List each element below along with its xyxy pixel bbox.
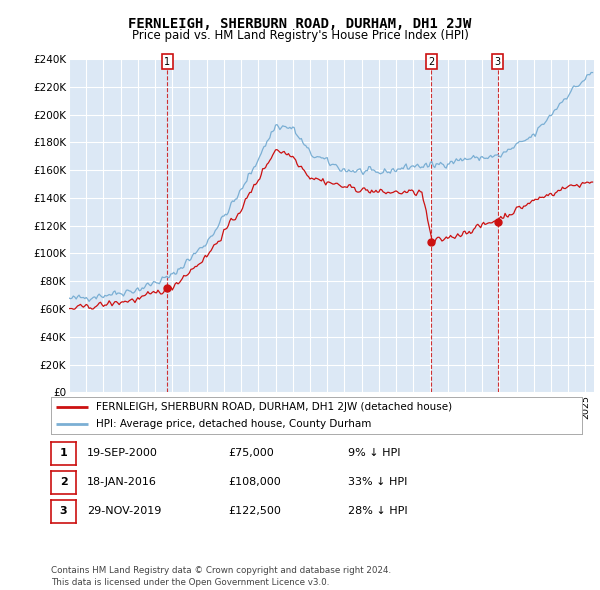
Text: 9% ↓ HPI: 9% ↓ HPI — [348, 448, 401, 458]
Text: £122,500: £122,500 — [228, 506, 281, 516]
Text: 19-SEP-2000: 19-SEP-2000 — [87, 448, 158, 458]
Text: 29-NOV-2019: 29-NOV-2019 — [87, 506, 161, 516]
Text: £108,000: £108,000 — [228, 477, 281, 487]
Text: 1: 1 — [164, 57, 170, 67]
Text: 1: 1 — [60, 448, 67, 458]
Text: 2: 2 — [60, 477, 67, 487]
Text: 18-JAN-2016: 18-JAN-2016 — [87, 477, 157, 487]
Text: Price paid vs. HM Land Registry's House Price Index (HPI): Price paid vs. HM Land Registry's House … — [131, 30, 469, 42]
Text: FERNLEIGH, SHERBURN ROAD, DURHAM, DH1 2JW: FERNLEIGH, SHERBURN ROAD, DURHAM, DH1 2J… — [128, 17, 472, 31]
Text: 33% ↓ HPI: 33% ↓ HPI — [348, 477, 407, 487]
Text: FERNLEIGH, SHERBURN ROAD, DURHAM, DH1 2JW (detached house): FERNLEIGH, SHERBURN ROAD, DURHAM, DH1 2J… — [96, 402, 452, 412]
Text: 28% ↓ HPI: 28% ↓ HPI — [348, 506, 407, 516]
Text: Contains HM Land Registry data © Crown copyright and database right 2024.
This d: Contains HM Land Registry data © Crown c… — [51, 566, 391, 587]
Text: 2: 2 — [428, 57, 434, 67]
Text: 3: 3 — [60, 506, 67, 516]
Text: 3: 3 — [495, 57, 501, 67]
Text: HPI: Average price, detached house, County Durham: HPI: Average price, detached house, Coun… — [96, 419, 371, 429]
Text: £75,000: £75,000 — [228, 448, 274, 458]
